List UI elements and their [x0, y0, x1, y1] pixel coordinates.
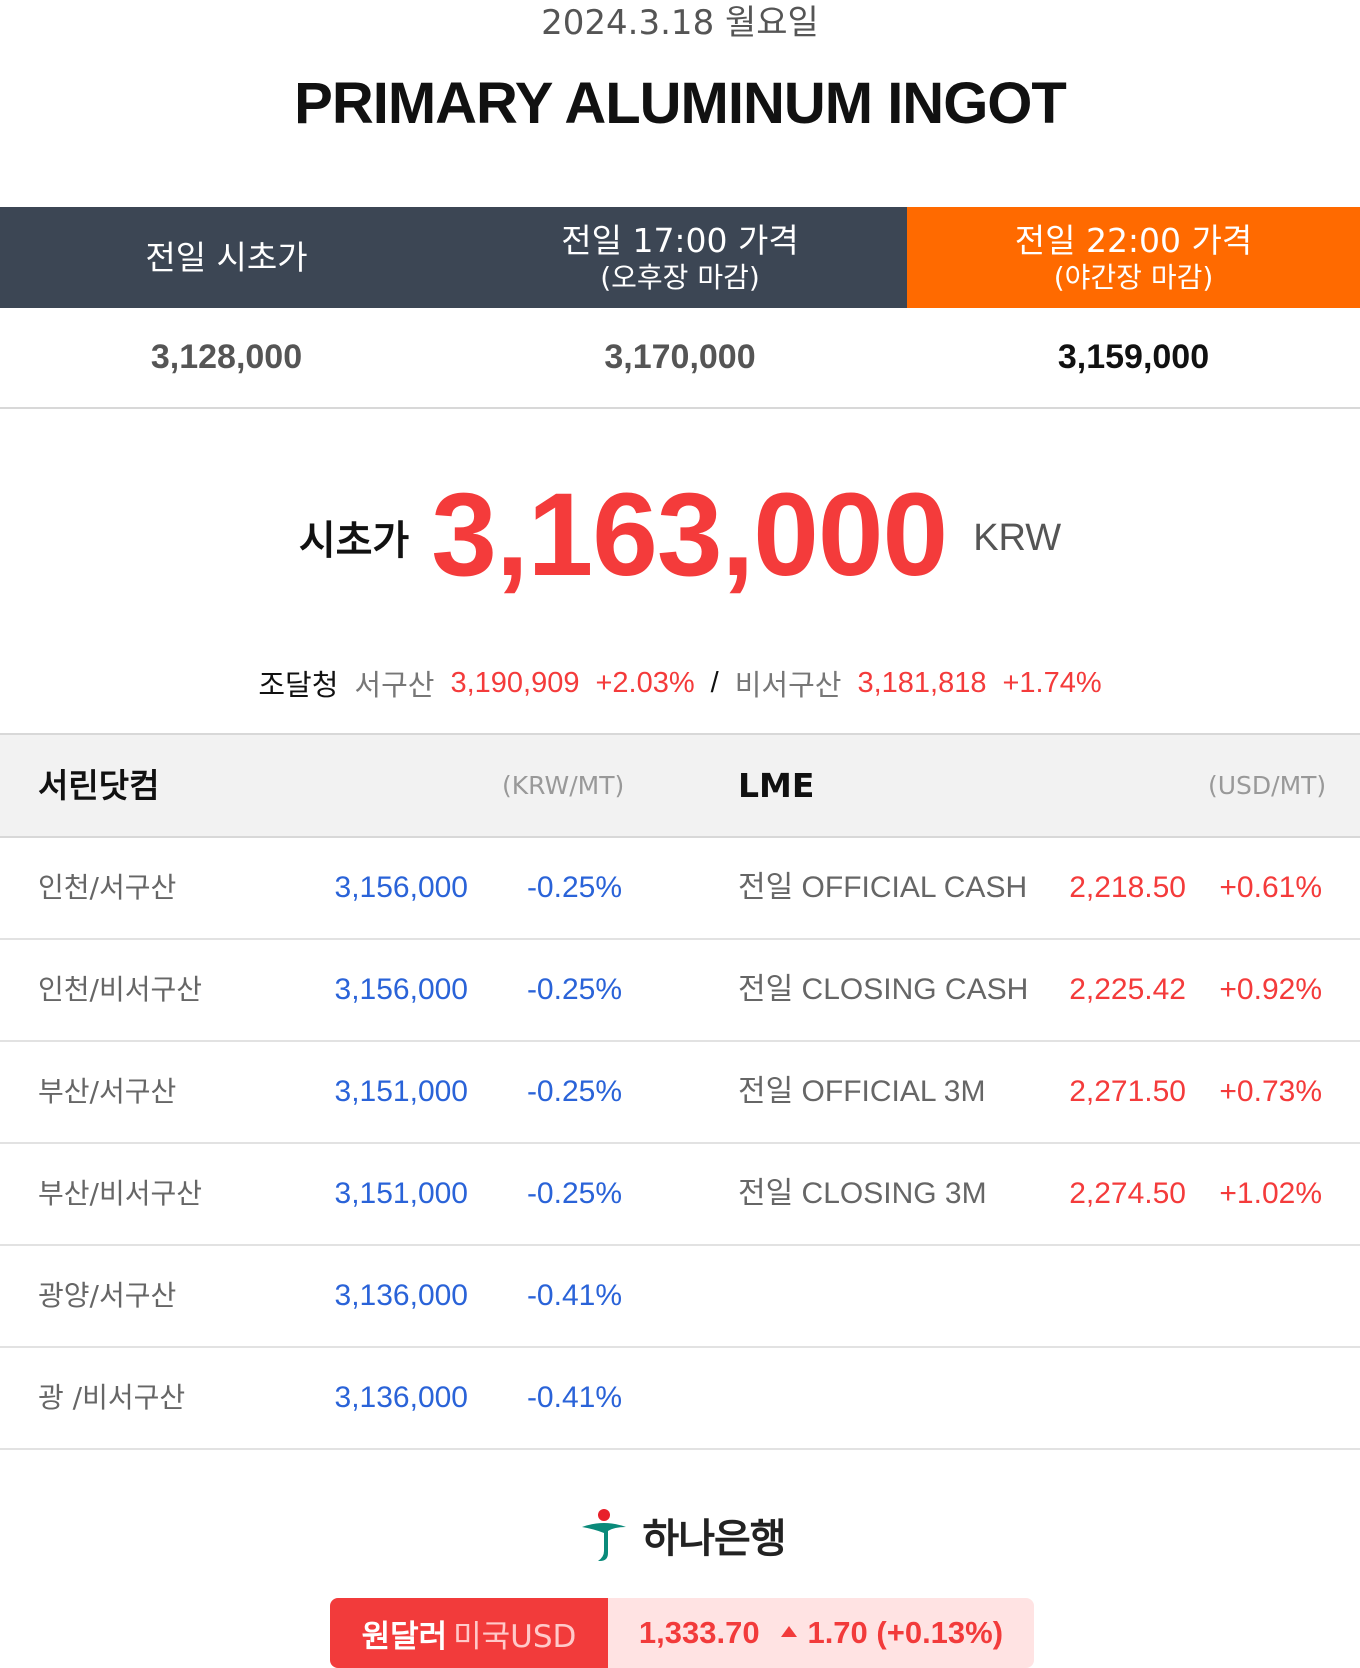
right-row-change: +0.92% — [1219, 973, 1322, 1006]
header-prev-1700: 전일 17:00 가격 (오후장 마감) — [453, 207, 907, 308]
procurement-item2-change: +1.74% — [1002, 666, 1102, 699]
fx-label-box: 원달러 미국USD — [330, 1598, 608, 1668]
table-row: 광 /비서구산 3,136,000 -0.41% — [0, 1348, 1360, 1450]
left-row-label: 부산/서구산 — [38, 1075, 177, 1108]
table-row: 부산/비서구산 3,151,000 -0.25% 전일 CLOSING 3M 2,274… — [0, 1144, 1360, 1246]
page-title: PRIMARY ALUMINUM INGOT — [294, 71, 1067, 136]
left-row-change: -0.25% — [526, 1177, 622, 1210]
fx-label-sub: 미국USD — [453, 1618, 577, 1655]
header-prev-open-label: 전일 시초가 — [145, 237, 308, 277]
left-row-price: 3,151,000 — [334, 1075, 468, 1108]
table-row: 인천/비서구산 3,156,000 -0.25% 전일 CLOSING CASH 2,2… — [0, 940, 1360, 1042]
left-row-price: 3,136,000 — [334, 1381, 468, 1414]
opening-price-unit: KRW — [973, 516, 1062, 559]
left-table-unit: (KRW/MT) — [502, 771, 625, 800]
left-row-price: 3,156,000 — [334, 973, 468, 1006]
right-table-title: LME — [738, 766, 815, 805]
table-row: 광양/서구산 3,136,000 -0.41% — [0, 1246, 1360, 1348]
left-row-change: -0.41% — [526, 1279, 622, 1312]
header-prev-1700-sub: (오후장 마감) — [600, 260, 760, 294]
price-header-row: 전일 시초가 전일 17:00 가격 (오후장 마감) 전일 22:00 가격 … — [0, 207, 1360, 308]
left-row-price: 3,136,000 — [334, 1279, 468, 1312]
header-prev-2200: 전일 22:00 가격 (야간장 마감) — [907, 207, 1360, 308]
left-row-price: 3,151,000 — [334, 1177, 468, 1210]
right-row-change: +0.61% — [1219, 871, 1322, 904]
right-row-change: +1.02% — [1219, 1177, 1322, 1210]
right-row-label: 전일 OFFICIAL CASH — [738, 871, 1028, 904]
procurement-row: 조달청 서구산 3,190,909 +2.03% / 비서구산 3,181,81… — [0, 660, 1360, 706]
procurement-label: 조달청 — [258, 670, 339, 702]
header-prev-2200-label: 전일 22:00 가격 — [1014, 220, 1253, 260]
procurement-item2-name: 비서구산 — [734, 670, 842, 702]
opening-price: 시초가 3,163,000 KRW — [0, 469, 1360, 601]
procurement-separator: / — [710, 666, 719, 699]
left-row-change: -0.41% — [526, 1381, 622, 1414]
left-row-label: 부산/비서구산 — [38, 1177, 202, 1210]
right-row-label: 전일 CLOSING CASH — [738, 973, 1029, 1006]
opening-price-label: 시초가 — [298, 518, 410, 564]
table-row: 인천/서구산 3,156,000 -0.25% 전일 OFFICIAL CASH 2,2… — [0, 838, 1360, 940]
left-table-title: 서린닷컴 — [38, 766, 160, 805]
right-row-price: 2,225.42 — [1069, 973, 1186, 1006]
prev-open-price: 3,128,000 — [150, 338, 303, 376]
header-prev-2200-sub: (야간장 마감) — [1053, 260, 1214, 294]
right-row-label: 전일 OFFICIAL 3M — [738, 1075, 986, 1108]
bank-banner: 하나은행 — [0, 1500, 1360, 1570]
fx-change: 1.70 (+0.13%) — [807, 1615, 1004, 1650]
header-prev-1700-label: 전일 17:00 가격 — [561, 220, 799, 260]
prev-1700-price: 3,170,000 — [604, 338, 756, 376]
up-triangle-icon — [781, 1626, 798, 1638]
left-row-label: 광양/서구산 — [38, 1279, 177, 1312]
bank-name: 하나은행 — [642, 1516, 786, 1562]
table-row: 부산/서구산 3,151,000 -0.25% 전일 OFFICIAL 3M 2,271… — [0, 1042, 1360, 1144]
left-row-price: 3,156,000 — [334, 871, 468, 904]
hana-bank-logo-icon — [582, 1509, 627, 1561]
prev-2200-price: 3,159,000 — [1057, 338, 1210, 376]
price-value-row: 3,128,000 3,170,000 3,159,000 — [0, 308, 1360, 409]
left-row-change: -0.25% — [526, 1075, 622, 1108]
procurement-item2-price: 3,181,818 — [857, 666, 987, 699]
date-label: 2024.3.18 월요일 — [541, 3, 819, 43]
left-row-change: -0.25% — [526, 871, 622, 904]
fx-change-group: 1.70 (+0.13%) — [781, 1615, 1003, 1651]
right-table-unit: (USD/MT) — [1208, 771, 1327, 800]
right-row-price: 2,271.50 — [1069, 1075, 1186, 1108]
right-row-price: 2,218.50 — [1069, 871, 1186, 904]
right-row-price: 2,274.50 — [1069, 1177, 1186, 1210]
right-row-change: +0.73% — [1219, 1075, 1322, 1108]
left-row-label: 인천/비서구산 — [38, 973, 202, 1006]
fx-label-main: 원달러 — [361, 1618, 448, 1655]
left-row-change: -0.25% — [526, 973, 622, 1006]
left-row-label: 인천/서구산 — [38, 871, 177, 904]
fx-value-box: 1,333.70 1.70 (+0.13%) — [608, 1598, 1034, 1668]
opening-price-value: 3,163,000 — [431, 469, 948, 601]
procurement-item1-price: 3,190,909 — [450, 666, 580, 699]
procurement-item1-change: +2.03% — [595, 666, 695, 699]
fx-rate: 1,333.70 — [638, 1615, 760, 1650]
left-row-label: 광 /비서구산 — [38, 1381, 186, 1414]
procurement-item1-name: 서구산 — [354, 670, 435, 702]
header-prev-open: 전일 시초가 — [0, 207, 453, 308]
fx-rate-widget[interactable]: 원달러 미국USD 1,333.70 1.70 (+0.13%) — [330, 1598, 1034, 1668]
table-header: 서린닷컴 (KRW/MT) LME (USD/MT) — [0, 733, 1360, 838]
right-row-label: 전일 CLOSING 3M — [738, 1177, 987, 1210]
